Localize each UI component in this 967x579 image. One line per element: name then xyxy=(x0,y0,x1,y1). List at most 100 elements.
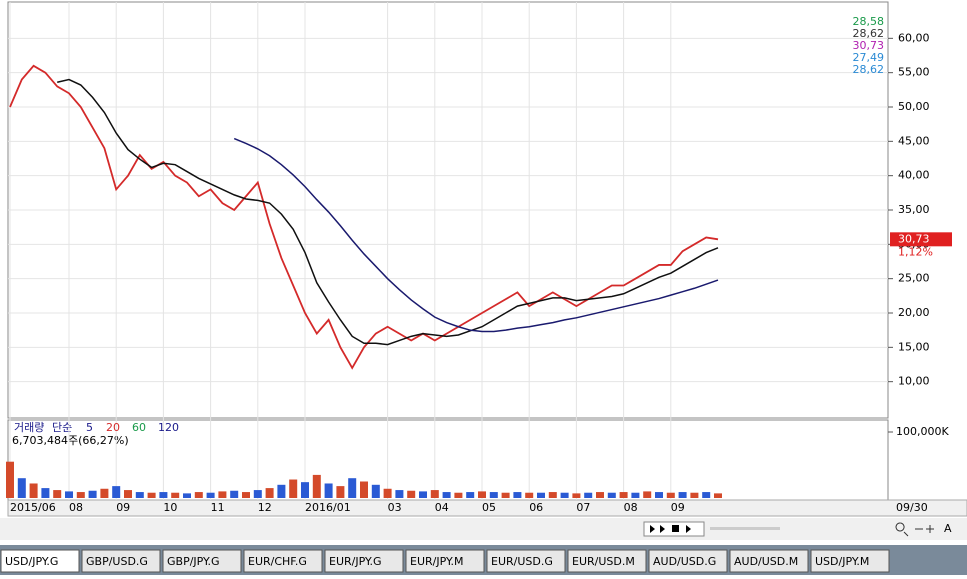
volume-bar xyxy=(88,490,97,498)
tab[interactable]: EUR/USD.M xyxy=(567,549,647,573)
x-axis-strip xyxy=(7,499,967,517)
volume-bar xyxy=(29,483,38,498)
y-tick-label: 50,00 xyxy=(898,100,930,113)
volume-bar xyxy=(265,488,274,498)
y-tick-label: 35,00 xyxy=(898,203,930,216)
overlay-legend-entry: 28,62 xyxy=(853,63,885,76)
volume-bar xyxy=(383,488,392,498)
tab[interactable]: USD/JPY.G xyxy=(0,549,80,573)
volume-bar xyxy=(466,492,475,498)
volume-y-tick-label: 100,000K xyxy=(896,425,949,438)
volume-bar xyxy=(194,492,203,498)
volume-bar xyxy=(702,492,711,498)
y-tick-label: 10,00 xyxy=(898,375,930,388)
playback-icons xyxy=(650,525,691,533)
x-tick-label: 2016/01 xyxy=(305,501,351,514)
tab[interactable]: GBP/JPY.G xyxy=(162,549,242,573)
volume-bar xyxy=(348,478,357,498)
volume-bar xyxy=(360,481,368,498)
volume-bar xyxy=(525,492,534,498)
volume-bar xyxy=(572,493,581,498)
tab-label: EUR/CHF.G xyxy=(248,555,307,568)
scroll-buttons[interactable]: A xyxy=(643,521,952,537)
tab[interactable]: GBP/USD.G xyxy=(81,549,161,573)
volume-ma-title: 단순 xyxy=(52,421,72,434)
tab-button[interactable] xyxy=(243,549,323,573)
volume-bar xyxy=(371,484,380,498)
x-tick-label: 08 xyxy=(624,501,638,514)
volume-bar xyxy=(690,492,699,498)
volume-bar xyxy=(478,491,486,498)
volume-bar xyxy=(41,488,50,498)
volume-bar xyxy=(301,482,309,498)
tab[interactable]: EUR/CHF.G xyxy=(243,549,323,573)
tab-button[interactable] xyxy=(648,549,728,573)
series-line xyxy=(57,78,719,346)
series-line xyxy=(9,64,719,370)
tab[interactable]: USD/JPY.M xyxy=(810,549,890,573)
volume-bar xyxy=(218,491,227,498)
last-price-label: 30,73 xyxy=(898,232,930,245)
volume-ma-label: 60 xyxy=(132,421,146,434)
volume-bar xyxy=(312,474,321,498)
tab-button[interactable] xyxy=(729,549,809,573)
volume-bar xyxy=(537,492,545,498)
overlay-legend-entry: 30,73 xyxy=(853,39,885,52)
tab-button[interactable] xyxy=(324,549,404,573)
x-tick-label: 09 xyxy=(116,501,130,514)
tab-button[interactable] xyxy=(567,549,647,573)
x-tick-label: 2015/06 xyxy=(10,501,56,514)
volume-bar xyxy=(607,492,616,498)
tab-button[interactable] xyxy=(810,549,890,573)
volume-bar xyxy=(655,492,663,498)
zoom-icons[interactable] xyxy=(895,522,934,537)
volume-bar xyxy=(171,492,180,498)
tab-label: EUR/JPY.G xyxy=(329,555,382,568)
tab[interactable]: EUR/JPY.G xyxy=(324,549,404,573)
volume-bar xyxy=(666,492,675,498)
x-tick-label: 09 xyxy=(671,501,685,514)
tab-label: GBP/USD.G xyxy=(86,555,148,568)
change-label: 1,12% xyxy=(898,245,933,258)
volume-bar xyxy=(159,492,168,498)
tab-label: USD/JPY.M xyxy=(815,555,869,568)
tab-label: GBP/JPY.G xyxy=(167,555,220,568)
tab-label: EUR/JPY.M xyxy=(410,555,463,568)
tab[interactable]: EUR/USD.G xyxy=(486,549,566,573)
volume-bar xyxy=(454,492,463,498)
last-price-box xyxy=(890,232,952,247)
x-tick-label: 03 xyxy=(388,501,402,514)
y-tick-label: 25,00 xyxy=(898,272,930,285)
tab-label: AUD/USD.M xyxy=(734,555,798,568)
x-tick-label: 05 xyxy=(482,501,496,514)
x-tick-label: 08 xyxy=(69,501,83,514)
volume-bar xyxy=(76,492,85,498)
tab-button[interactable] xyxy=(81,549,161,573)
volume-bar xyxy=(419,491,427,498)
tab[interactable]: AUD/USD.G xyxy=(648,549,728,573)
x-tick-label: 04 xyxy=(435,501,449,514)
tab-button[interactable] xyxy=(162,549,242,573)
volume-bar xyxy=(513,492,522,498)
volume-bar xyxy=(242,492,250,498)
volume-bar xyxy=(277,484,286,498)
tab[interactable]: EUR/JPY.M xyxy=(405,549,485,573)
zoom-slider[interactable] xyxy=(710,527,780,530)
tab-button[interactable] xyxy=(405,549,485,573)
y-tick-label: 20,00 xyxy=(898,306,930,319)
volume-title: 거래량 xyxy=(14,421,44,434)
volume-bar xyxy=(560,492,569,498)
font-size-button[interactable]: A xyxy=(944,522,952,535)
volume-bar xyxy=(147,492,156,498)
tab[interactable]: AUD/USD.M xyxy=(729,549,809,573)
date-label: 09/30 xyxy=(896,501,928,514)
volume-bar xyxy=(124,490,132,498)
tab-button[interactable] xyxy=(0,549,80,573)
volume-ma-label: 5 xyxy=(86,421,93,434)
tab-button[interactable] xyxy=(486,549,566,573)
volume-bar xyxy=(289,479,298,498)
volume-ma-label: 20 xyxy=(106,421,120,434)
tab-label: USD/JPY.G xyxy=(5,555,58,568)
